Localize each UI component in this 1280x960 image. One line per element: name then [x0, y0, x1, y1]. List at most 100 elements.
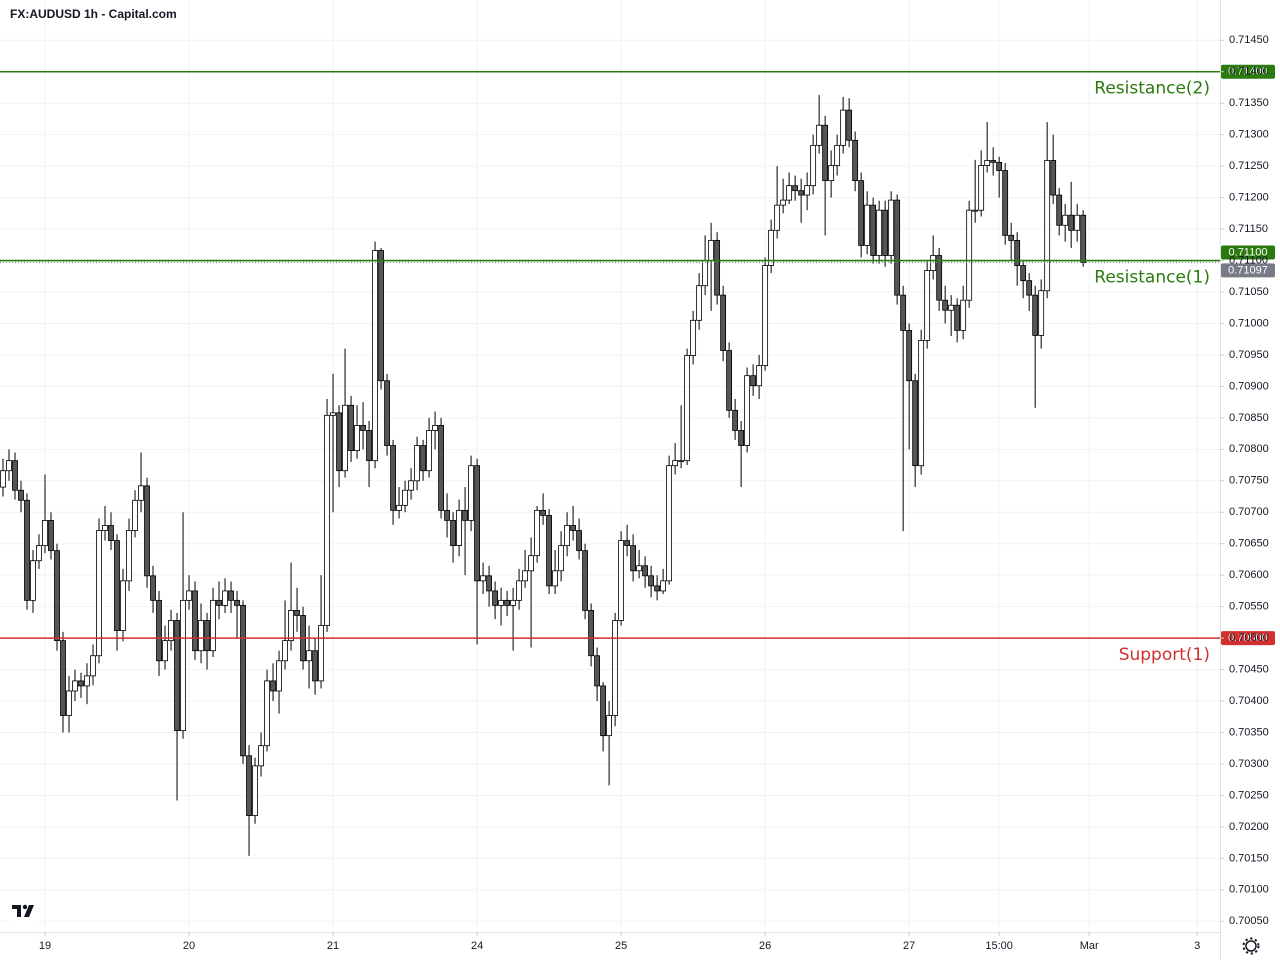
candle-body	[702, 260, 709, 287]
y-tick-label: 0.71450	[1229, 34, 1269, 46]
candle-body	[42, 520, 48, 547]
candle-body	[414, 445, 420, 482]
candle-body	[486, 575, 492, 592]
candle-body	[678, 460, 685, 463]
candle-body	[306, 650, 312, 662]
last-price-box	[1221, 263, 1275, 278]
candle-body	[492, 590, 498, 606]
candle-body	[564, 525, 570, 547]
candle-body	[972, 209, 979, 212]
candle-body	[204, 620, 210, 652]
y-tick-label: 0.70050	[1229, 915, 1269, 927]
candle-body	[96, 530, 102, 657]
candle-body	[30, 560, 36, 601]
candle-body	[558, 545, 564, 572]
candle-body	[786, 185, 793, 201]
candle-body	[402, 489, 408, 506]
x-tick-label: 26	[759, 940, 771, 952]
candle-body	[48, 520, 54, 552]
y-tick-label: 0.70650	[1229, 538, 1269, 550]
candle-body	[396, 504, 402, 511]
level-price-box	[1221, 64, 1275, 79]
candle-body	[630, 545, 637, 572]
y-tick-label: 0.71350	[1229, 97, 1269, 109]
candle-body	[6, 460, 12, 472]
candle-body	[990, 160, 997, 163]
candle-body	[24, 499, 30, 601]
candle-body	[78, 680, 84, 687]
candle-body	[192, 590, 198, 652]
last-price-label: 0.71097	[1228, 264, 1268, 276]
candle-body	[318, 625, 324, 682]
candle-body	[690, 319, 697, 356]
candle-body	[1020, 265, 1027, 282]
candle-body	[372, 250, 378, 462]
x-tick-label: 19	[39, 940, 51, 952]
candle-body	[126, 530, 132, 582]
candle-body	[150, 575, 156, 601]
candle-body	[600, 685, 606, 737]
level-name: Resistance(1)	[1094, 268, 1210, 288]
candle-body	[1038, 290, 1045, 336]
candle-body	[168, 620, 174, 642]
candle-body	[810, 144, 817, 187]
logo-dot	[22, 904, 28, 910]
candle-body	[330, 412, 336, 416]
y-tick-label: 0.70150	[1229, 852, 1269, 864]
candle-body	[666, 465, 673, 582]
candle-body	[60, 640, 66, 716]
candle-body	[144, 485, 150, 577]
x-tick-label: 25	[615, 940, 627, 952]
candle-body	[648, 575, 655, 587]
candle-body	[114, 540, 120, 631]
candle-body	[540, 509, 546, 516]
x-tick-label: 15:00	[985, 940, 1013, 952]
y-tick-label: 0.71300	[1229, 129, 1269, 141]
candle-body	[846, 109, 853, 141]
candle-body	[462, 509, 468, 521]
y-tick-label: 0.70400	[1229, 695, 1269, 707]
candle-body	[612, 620, 619, 716]
candle-body	[888, 199, 895, 256]
candle-body	[522, 570, 528, 582]
candle-body	[474, 465, 480, 582]
candle-body	[720, 294, 727, 351]
y-tick-label: 0.70600	[1229, 569, 1269, 581]
candle-body	[906, 329, 913, 382]
candle-body	[0, 470, 6, 488]
candle-body	[966, 209, 973, 301]
level-price-label: 0.71400	[1228, 66, 1268, 78]
y-tick-label: 0.70950	[1229, 349, 1269, 361]
settings-icon[interactable]	[1242, 937, 1260, 955]
candle-body	[252, 765, 258, 816]
logo-t	[12, 905, 21, 917]
candle-body	[840, 109, 847, 146]
tv-logo[interactable]	[6, 894, 40, 928]
candle-body	[1044, 160, 1051, 292]
candle-body	[240, 604, 246, 757]
candle-body	[246, 755, 252, 816]
candle-body	[738, 430, 745, 446]
candle-body	[156, 599, 162, 662]
candle-body	[336, 412, 342, 472]
candle-body	[12, 460, 18, 491]
candle-body	[264, 680, 270, 747]
x-tick-label: 20	[183, 940, 195, 952]
candle-body	[882, 209, 889, 256]
candle-body	[576, 530, 582, 552]
candle-body	[660, 580, 667, 592]
candle-body	[1008, 234, 1015, 241]
candle-body	[834, 144, 841, 166]
logo-v	[24, 905, 34, 917]
candle-body	[858, 180, 865, 246]
candle-body	[936, 255, 943, 301]
candle-body	[132, 499, 138, 531]
candle-body	[744, 375, 751, 446]
y-tick-label: 0.71400	[1229, 66, 1269, 78]
candle-body	[606, 715, 612, 737]
candle-body	[282, 640, 288, 662]
candle-body	[228, 590, 234, 601]
candle-body	[66, 690, 72, 716]
candle-body	[288, 610, 294, 642]
